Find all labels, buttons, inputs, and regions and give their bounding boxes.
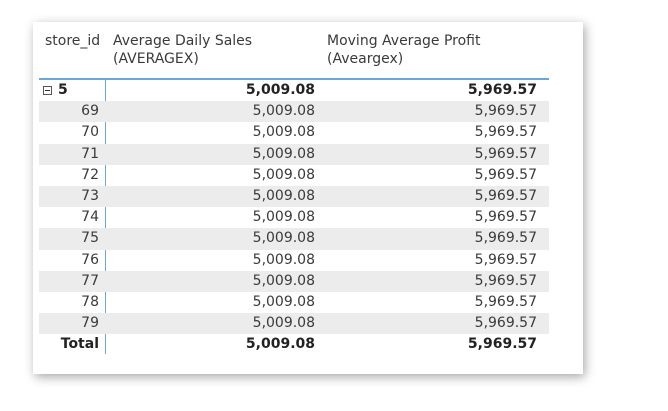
total-profit-cell: 5,969.57 bbox=[467, 336, 537, 353]
table-row: 72 5,009.08 5,969.57 bbox=[39, 165, 549, 186]
sales-cell: 5,009.08 bbox=[252, 230, 315, 247]
store-cell: 72 bbox=[81, 166, 99, 183]
table-row: 74 5,009.08 5,969.57 bbox=[39, 207, 549, 228]
store-cell: 74 bbox=[81, 209, 99, 226]
total-row: Total 5,009.08 5,969.57 bbox=[39, 334, 549, 355]
sales-cell: 5,009.08 bbox=[252, 251, 315, 268]
table-row: 76 5,009.08 5,969.57 bbox=[39, 250, 549, 271]
table-row: 73 5,009.08 5,969.57 bbox=[39, 185, 549, 208]
sales-cell: 5,009.08 bbox=[252, 166, 315, 183]
profit-cell: 5,969.57 bbox=[474, 209, 537, 226]
sales-cell: 5,009.08 bbox=[252, 315, 315, 332]
row-header-divider bbox=[105, 78, 106, 354]
total-sales-cell: 5,009.08 bbox=[245, 336, 315, 353]
profit-cell: 5,969.57 bbox=[474, 145, 537, 162]
profit-cell: 5,969.57 bbox=[474, 166, 537, 183]
table-row: 70 5,009.08 5,969.57 bbox=[39, 122, 549, 143]
store-cell: 71 bbox=[81, 145, 99, 162]
table-body: 5 5,009.08 5,969.57 69 5,009.08 5,969.57… bbox=[39, 80, 549, 355]
group-row: 5 5,009.08 5,969.57 bbox=[39, 80, 549, 101]
sales-cell: 5,009.08 bbox=[252, 103, 315, 120]
table-header: store_id Average Daily Sales (AVERAGEX) … bbox=[39, 22, 549, 80]
sales-cell: 5,009.08 bbox=[252, 145, 315, 162]
store-cell: 76 bbox=[81, 251, 99, 268]
store-cell: 78 bbox=[81, 293, 99, 310]
profit-cell: 5,969.57 bbox=[474, 103, 537, 120]
profit-cell: 5,969.57 bbox=[474, 251, 537, 268]
sales-cell: 5,009.08 bbox=[252, 187, 315, 204]
group-profit-cell: 5,969.57 bbox=[467, 82, 537, 98]
store-cell: 73 bbox=[81, 187, 99, 204]
store-cell: 70 bbox=[81, 124, 99, 141]
collapse-icon[interactable] bbox=[43, 86, 52, 96]
store-cell: 79 bbox=[81, 315, 99, 332]
profit-cell: 5,969.57 bbox=[474, 315, 537, 332]
group-sales-cell: 5,009.08 bbox=[245, 82, 315, 98]
profit-cell: 5,969.57 bbox=[474, 124, 537, 141]
table-row: 71 5,009.08 5,969.57 bbox=[39, 143, 549, 165]
sales-cell: 5,009.08 bbox=[252, 209, 315, 226]
group-store-cell: 5 bbox=[43, 80, 103, 101]
sales-cell: 5,009.08 bbox=[252, 272, 315, 289]
header-moving-average-profit[interactable]: Moving Average Profit (Aveargex) bbox=[327, 33, 481, 67]
table-row: 77 5,009.08 5,969.57 bbox=[39, 270, 549, 292]
table-row: 75 5,009.08 5,969.57 bbox=[39, 228, 549, 250]
store-cell: 69 bbox=[81, 103, 99, 120]
table-visual: store_id Average Daily Sales (AVERAGEX) … bbox=[33, 22, 583, 374]
profit-cell: 5,969.57 bbox=[474, 187, 537, 204]
group-store-label: 5 bbox=[58, 82, 68, 98]
sales-cell: 5,009.08 bbox=[252, 293, 315, 310]
store-cell: 77 bbox=[81, 272, 99, 289]
sales-cell: 5,009.08 bbox=[252, 124, 315, 141]
total-label: Total bbox=[60, 336, 99, 353]
table-row: 69 5,009.08 5,969.57 bbox=[39, 101, 549, 123]
table-row: 78 5,009.08 5,969.57 bbox=[39, 292, 549, 313]
store-cell: 75 bbox=[81, 230, 99, 247]
header-average-daily-sales[interactable]: Average Daily Sales (AVERAGEX) bbox=[113, 33, 253, 67]
table-row: 79 5,009.08 5,969.57 bbox=[39, 313, 549, 335]
header-store-id[interactable]: store_id bbox=[45, 33, 101, 49]
profit-cell: 5,969.57 bbox=[474, 230, 537, 247]
profit-cell: 5,969.57 bbox=[474, 272, 537, 289]
profit-cell: 5,969.57 bbox=[474, 293, 537, 310]
